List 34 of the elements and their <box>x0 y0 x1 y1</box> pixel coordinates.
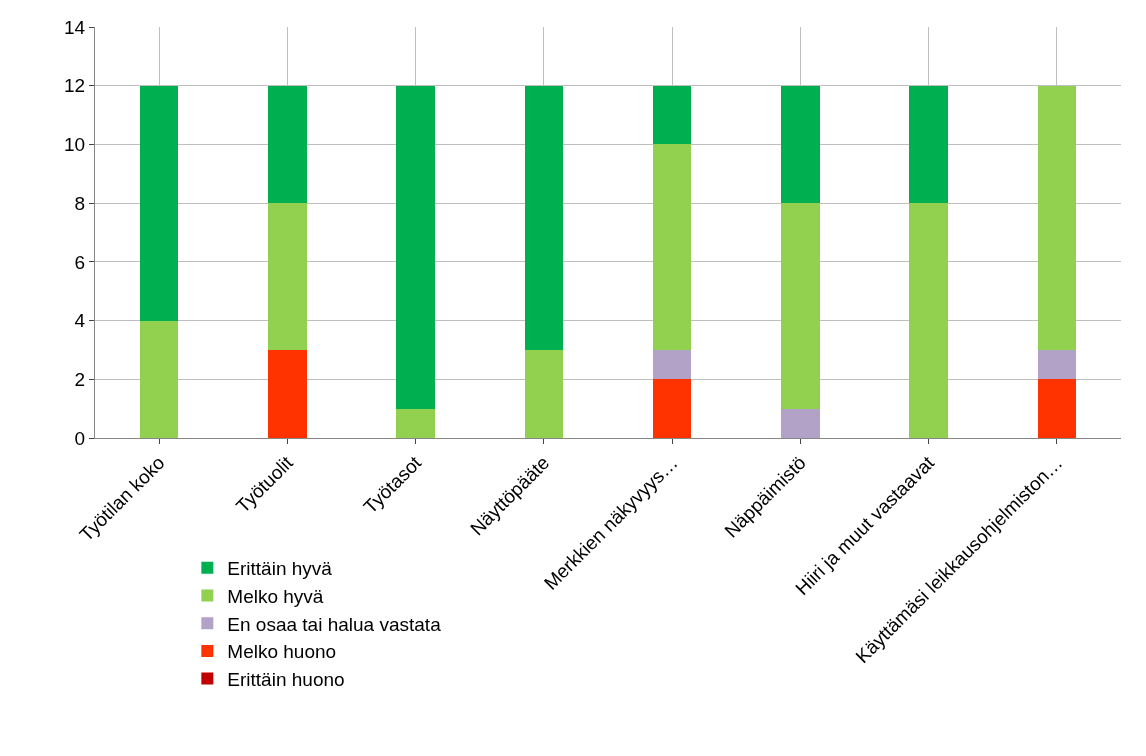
bar <box>652 349 692 380</box>
bar <box>781 203 820 409</box>
y-tick-label: 0 <box>74 427 86 449</box>
legend-label: Melko hyvä <box>227 585 324 607</box>
bar <box>396 85 435 409</box>
bar <box>139 320 179 438</box>
bar <box>524 85 564 350</box>
y-tick-label: 6 <box>74 251 86 273</box>
bar <box>652 379 692 438</box>
y-tick-label: 14 <box>64 16 86 38</box>
bar <box>909 85 948 204</box>
bar <box>1037 379 1077 438</box>
bar <box>781 408 820 438</box>
legend-label: Melko huono <box>227 641 337 663</box>
bar <box>1037 85 1077 350</box>
bar <box>524 349 564 438</box>
y-tick-label: 12 <box>64 75 86 97</box>
bar <box>268 203 307 350</box>
bar <box>909 203 948 438</box>
y-tick-label: 10 <box>64 134 86 156</box>
y-tick-label: 2 <box>74 368 86 390</box>
bar <box>652 85 692 145</box>
bar <box>139 85 179 321</box>
bar <box>652 144 692 350</box>
bar <box>268 349 307 438</box>
legend-label: Erittäin hyvä <box>227 558 333 580</box>
legend-label: Erittäin huono <box>227 669 345 691</box>
bar <box>396 408 435 438</box>
bar <box>781 85 820 204</box>
bar <box>268 85 307 204</box>
bar <box>1037 349 1077 380</box>
y-tick-label: 4 <box>74 310 86 332</box>
y-tick-label: 8 <box>74 192 86 214</box>
legend-label: En osaa tai halua vastata <box>227 613 442 635</box>
